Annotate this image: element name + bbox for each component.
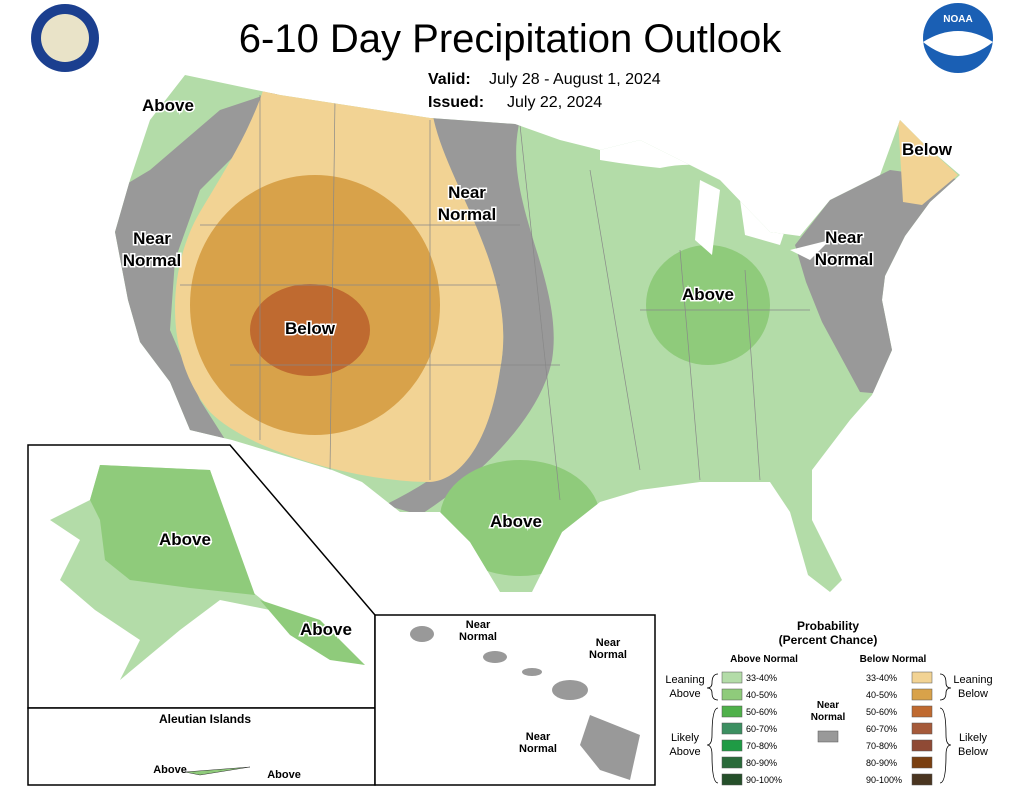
label-near-normal: Near Normal: [519, 731, 557, 755]
title: 6-10 Day Precipitation Outlook: [239, 17, 783, 61]
legend-bin-label: 90-100%: [746, 775, 782, 785]
legend-swatch: [911, 756, 933, 769]
label-above: Above: [682, 285, 734, 304]
legend-braces: [706, 673, 952, 784]
legend-swatch: [721, 756, 743, 769]
legend-bin-label: 80-90%: [746, 758, 777, 768]
legend-swatch: [721, 671, 743, 684]
label-below: Below: [285, 319, 336, 338]
legend-swatch: [721, 688, 743, 701]
legend-swatch: [911, 705, 933, 718]
legend: Probability (Percent Chance) Above Normal…: [665, 619, 993, 786]
legend-bin-label: 70-80%: [866, 741, 897, 751]
label-near-normal: Near Normal: [815, 228, 874, 269]
label-above: Above: [490, 512, 542, 531]
legend-bin-label: 60-70%: [746, 724, 777, 734]
label-below: Below: [902, 140, 953, 159]
legend-swatch: [911, 773, 933, 786]
aleutian-title: Aleutian Islands: [159, 712, 251, 726]
aleutian-islands: [184, 766, 251, 776]
label-near-normal: Near Normal: [438, 183, 497, 224]
issued-date: July 22, 2024: [507, 94, 602, 111]
legend-swatch: [721, 722, 743, 735]
legend-swatch: [721, 739, 743, 752]
state-lines: [180, 95, 810, 501]
noaa-text: NOAA: [943, 14, 972, 25]
legend-swatch: [721, 705, 743, 718]
legend-swatch: [911, 722, 933, 735]
legend-leaning-above: Leaning Above: [665, 674, 704, 700]
legend-below-heading: Below Normal: [860, 654, 927, 665]
legend-bin-label: 50-60%: [866, 707, 897, 717]
label-near-normal: Near Normal: [589, 637, 627, 661]
legend-bin-label: 90-100%: [866, 775, 902, 785]
label-above: Above: [159, 530, 211, 549]
legend-title: Probability (Percent Chance): [779, 619, 878, 647]
label-near-normal: Near Normal: [459, 619, 497, 643]
legend-likely-above: Likely Above: [669, 732, 700, 758]
region-below-50: [250, 284, 370, 376]
region-below-maine: [898, 118, 958, 205]
legend-bin-label: 33-40%: [866, 673, 897, 683]
valid-dates: July 28 - August 1, 2024: [489, 71, 661, 88]
legend-near-normal: Near Normal: [811, 700, 846, 723]
noaa-bird: [923, 31, 993, 56]
alaska-above-40: [90, 465, 255, 595]
legend-swatch: [911, 671, 933, 684]
label-near-normal: Near Normal: [123, 229, 182, 270]
label-above: Above: [300, 620, 352, 639]
legend-bin-label: 33-40%: [746, 673, 777, 683]
region-near-northeast: [795, 170, 960, 395]
legend-bin-label: 40-50%: [866, 690, 897, 700]
legend-swatch: [911, 688, 933, 701]
legend-swatch: [721, 773, 743, 786]
legend-bin-label: 60-70%: [866, 724, 897, 734]
legend-swatch: [817, 730, 839, 743]
hawaii-islands: [410, 626, 640, 780]
legend-likely-below: Likely Below: [958, 732, 988, 758]
region-above-40-midwest: [646, 245, 770, 365]
alaska-southeast-above-40: [260, 600, 365, 665]
legend-leaning-below: Leaning Below: [953, 674, 992, 700]
region-near-plains: [385, 110, 554, 515]
legend-bin-label: 70-80%: [746, 741, 777, 751]
label-above: Above: [267, 769, 301, 781]
label-above: Above: [142, 96, 194, 115]
valid-label: Valid:: [428, 71, 471, 88]
commerce-seal-center: [41, 14, 89, 62]
legend-swatch: [911, 739, 933, 752]
issued-label: Issued:: [428, 94, 484, 111]
legend-bin-label: 40-50%: [746, 690, 777, 700]
conus: [115, 75, 960, 592]
legend-above-heading: Above Normal: [730, 654, 798, 665]
legend-bin-label: 50-60%: [746, 707, 777, 717]
label-above: Above: [153, 764, 187, 776]
legend-bin-label: 80-90%: [866, 758, 897, 768]
